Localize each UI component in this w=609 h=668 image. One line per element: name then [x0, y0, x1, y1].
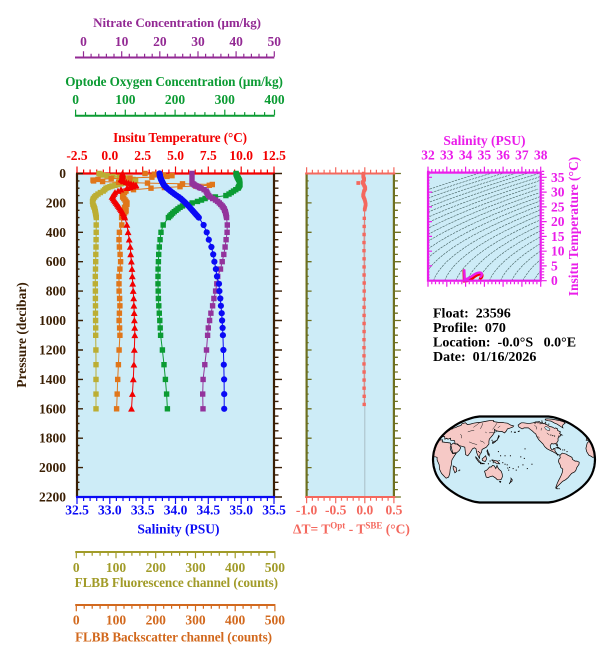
svg-text:Location: -0.0°S 0.0°E: Location: -0.0°S 0.0°E [433, 336, 576, 351]
svg-text:50: 50 [268, 34, 282, 49]
svg-text:38: 38 [534, 148, 548, 163]
svg-text:34.5: 34.5 [197, 503, 221, 518]
svg-text:34.0: 34.0 [164, 503, 188, 518]
svg-text:-2.5: -2.5 [66, 148, 88, 163]
svg-text:0: 0 [73, 560, 80, 575]
svg-text:400: 400 [264, 92, 285, 107]
svg-text:25: 25 [551, 199, 565, 214]
svg-text:200: 200 [146, 560, 167, 575]
svg-text:Optode Oxygen Concentration (μ: Optode Oxygen Concentration (μm/kg) [65, 74, 283, 89]
svg-text:7.5: 7.5 [200, 148, 217, 163]
svg-text:15: 15 [551, 229, 565, 244]
svg-text:10: 10 [115, 34, 129, 49]
svg-text:100: 100 [115, 92, 136, 107]
svg-text:200: 200 [46, 195, 67, 210]
svg-text:35.0: 35.0 [229, 503, 253, 518]
svg-text:2000: 2000 [39, 460, 66, 475]
svg-text:Salinity (PSU): Salinity (PSU) [443, 133, 525, 148]
svg-text:2.5: 2.5 [134, 148, 151, 163]
svg-text:0: 0 [59, 166, 66, 181]
svg-text:400: 400 [225, 560, 246, 575]
svg-text:33.0: 33.0 [98, 503, 122, 518]
svg-text:20: 20 [153, 34, 167, 49]
svg-text:35.5: 35.5 [262, 503, 286, 518]
svg-text:400: 400 [46, 225, 67, 240]
svg-text:800: 800 [46, 284, 67, 299]
svg-text:1800: 1800 [39, 431, 66, 446]
svg-text:FLBB Fluorescence channel (cou: FLBB Fluorescence channel (counts) [75, 575, 278, 590]
svg-text:500: 500 [265, 613, 286, 628]
svg-text:500: 500 [265, 560, 286, 575]
svg-text:32: 32 [421, 148, 435, 163]
svg-text:100: 100 [106, 560, 127, 575]
svg-text:Insitu Temperature (°C): Insitu Temperature (°C) [566, 157, 581, 296]
svg-text:34: 34 [459, 148, 473, 163]
svg-text:1200: 1200 [39, 342, 66, 357]
svg-text:ΔT= TOpt - TSBE (°C): ΔT= TOpt - TSBE (°C) [293, 521, 410, 537]
svg-text:300: 300 [185, 560, 206, 575]
svg-text:-0.5: -0.5 [325, 503, 347, 518]
svg-text:0: 0 [80, 34, 87, 49]
svg-text:35: 35 [551, 170, 565, 185]
svg-text:33: 33 [440, 148, 454, 163]
svg-text:0: 0 [551, 273, 558, 288]
svg-text:30: 30 [191, 34, 205, 49]
svg-text:20: 20 [551, 214, 565, 229]
svg-text:5.0: 5.0 [167, 148, 184, 163]
svg-text:10.0: 10.0 [229, 148, 253, 163]
svg-text:600: 600 [46, 254, 67, 269]
svg-text:1400: 1400 [39, 372, 66, 387]
svg-text:12.5: 12.5 [262, 148, 286, 163]
svg-text:0.5: 0.5 [385, 503, 402, 518]
svg-text:35: 35 [478, 148, 492, 163]
svg-text:300: 300 [215, 92, 236, 107]
svg-text:Profile: 070: Profile: 070 [433, 321, 506, 336]
svg-text:0.0: 0.0 [101, 148, 118, 163]
svg-text:33.5: 33.5 [131, 503, 155, 518]
svg-text:0: 0 [73, 613, 80, 628]
svg-text:0.0: 0.0 [356, 503, 373, 518]
svg-text:Date: 01/16/2026: Date: 01/16/2026 [433, 350, 536, 365]
svg-text:30: 30 [551, 185, 565, 200]
svg-text:400: 400 [225, 613, 246, 628]
svg-text:-1.0: -1.0 [296, 503, 318, 518]
svg-text:Insitu Temperature (°C): Insitu Temperature (°C) [113, 130, 247, 145]
svg-text:10: 10 [551, 244, 565, 259]
svg-text:1000: 1000 [39, 313, 66, 328]
svg-text:Salinity (PSU): Salinity (PSU) [137, 522, 219, 537]
svg-text:2200: 2200 [39, 490, 66, 505]
svg-text:40: 40 [229, 34, 243, 49]
svg-text:Float: 23596: Float: 23596 [433, 307, 511, 322]
svg-text:5: 5 [551, 258, 558, 273]
svg-text:Nitrate Concentration (μm/kg): Nitrate Concentration (μm/kg) [93, 15, 261, 30]
svg-text:200: 200 [165, 92, 186, 107]
svg-text:100: 100 [106, 613, 127, 628]
svg-text:300: 300 [185, 613, 206, 628]
svg-text:FLBB Backscatter channel (coun: FLBB Backscatter channel (counts) [75, 630, 272, 645]
svg-text:0: 0 [72, 92, 79, 107]
svg-text:37: 37 [515, 148, 529, 163]
svg-text:Pressure (decibar): Pressure (decibar) [14, 282, 29, 388]
svg-text:32.5: 32.5 [65, 503, 89, 518]
svg-text:200: 200 [146, 613, 167, 628]
svg-text:1600: 1600 [39, 401, 66, 416]
svg-text:36: 36 [496, 148, 510, 163]
